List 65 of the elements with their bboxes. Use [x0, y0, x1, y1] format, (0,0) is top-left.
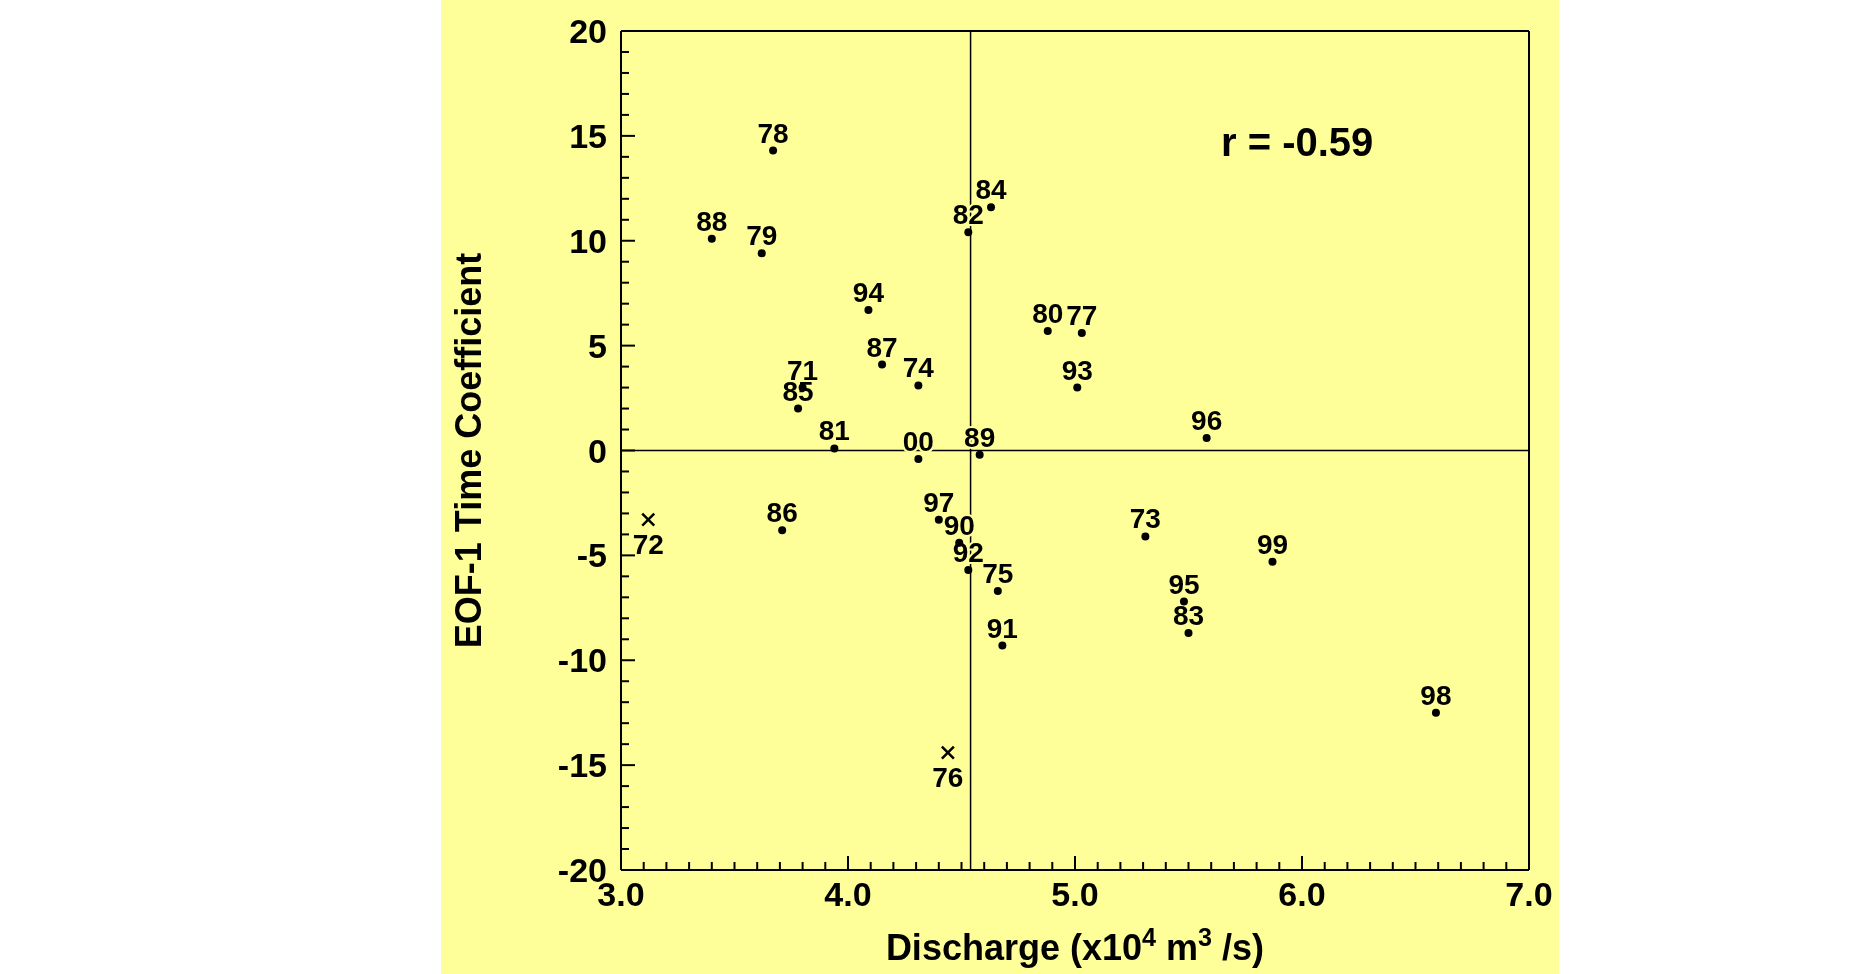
y-tick-label: -5: [576, 536, 607, 575]
point: [707, 234, 716, 243]
y-axis-title: EOF-1 Time Coefficient: [448, 252, 489, 649]
point: [998, 641, 1007, 650]
annotation: 74: [902, 352, 935, 384]
annotation: 77: [1066, 300, 1098, 332]
annotation: 78: [757, 117, 789, 149]
annotation: 73: [1129, 503, 1161, 535]
point: [993, 587, 1002, 596]
annotation: 98: [1420, 679, 1452, 711]
point: [1202, 433, 1211, 442]
annotation: 83: [1172, 599, 1205, 631]
point: [964, 228, 973, 237]
x-tick-label: 4.0: [824, 875, 872, 913]
point: [769, 146, 778, 155]
point: [1268, 557, 1277, 566]
y-tick-label: 0: [588, 431, 607, 470]
annotation: 80: [1032, 297, 1064, 329]
y-tick-label: -15: [557, 746, 607, 785]
annotation: 94: [852, 276, 885, 308]
point: [864, 305, 873, 314]
point: [640, 512, 656, 527]
x-tick-label: 7.0: [1505, 875, 1553, 913]
annotation: 87: [866, 331, 898, 363]
annotation: 91: [986, 612, 1018, 644]
annotation: 84: [975, 174, 1007, 206]
point: [830, 444, 839, 453]
point: [964, 566, 973, 575]
point: [1179, 597, 1188, 606]
point: [1077, 329, 1086, 338]
y-tick-label: 20: [569, 12, 607, 50]
annotation: 88: [696, 205, 728, 237]
point: [1073, 383, 1082, 392]
annotation: 76: [932, 761, 964, 793]
point: [757, 249, 766, 258]
point: [914, 454, 923, 463]
point: [1141, 532, 1150, 541]
x-axis-title: Discharge (x10$^{4}$ m$^{3}$/s): [885, 923, 1265, 968]
point: [940, 745, 956, 760]
annotation: 72: [632, 528, 664, 560]
annotation: 93: [1061, 354, 1093, 386]
point: [987, 203, 996, 212]
annotation: 00: [902, 425, 934, 457]
annotation: 75: [982, 558, 1014, 590]
annotation: r = -0.59: [1221, 120, 1374, 165]
y-tick-label: -10: [557, 641, 607, 680]
annotation: 79: [746, 220, 778, 252]
x-tick-label: 6.0: [1278, 875, 1326, 913]
annotation: 81: [818, 415, 850, 447]
y-tick-label: 5: [588, 326, 607, 365]
x-tick-label: 5.0: [1051, 875, 1099, 913]
point: [794, 404, 803, 413]
annotation: 96: [1191, 404, 1223, 436]
point: [778, 526, 787, 535]
annotation: 95: [1168, 568, 1200, 600]
annotation: 99: [1256, 528, 1289, 560]
y-tick-label: 10: [569, 221, 607, 260]
y-tick-label: 15: [569, 116, 607, 155]
point: [1043, 326, 1052, 335]
point: [1184, 628, 1193, 637]
point: [878, 360, 887, 369]
point: [914, 381, 923, 390]
annotation: 86: [766, 497, 798, 529]
point: [1431, 708, 1440, 717]
point: [934, 515, 943, 524]
